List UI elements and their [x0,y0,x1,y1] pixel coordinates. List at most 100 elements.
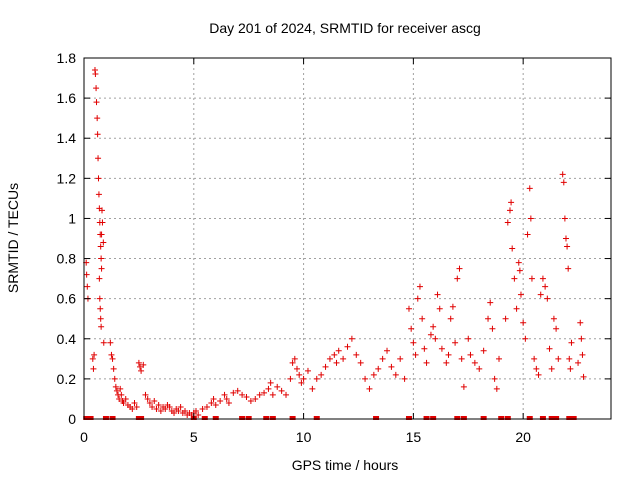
data-point [98,265,105,272]
marks-layer [83,67,587,420]
data-point [526,185,533,192]
data-point [419,315,426,322]
data-point [110,365,117,372]
zero-point [313,416,320,420]
data-point [491,375,498,382]
data-point [210,395,217,402]
x-tick-label: 5 [190,429,198,445]
data-point [99,219,106,226]
data-point [94,131,101,138]
data-point [326,355,333,362]
data-point [542,283,549,290]
data-point [133,403,140,410]
labels-layer: 0 0.2 0.4 0.6 0.8 1 1.2 1.4 1.6 1.8 0 5 10 15 20 [57,50,532,445]
data-point [107,339,114,346]
data-point [533,365,540,372]
data-point [434,291,441,298]
data-point [511,275,518,282]
data-point [416,283,423,290]
data-point [136,363,143,370]
data-point [449,303,456,310]
y-tick-label: 0.6 [57,291,77,307]
data-point [142,391,149,398]
data-point [331,351,338,358]
data-point [149,403,156,410]
data-point [109,355,116,362]
data-point [447,315,454,322]
data-point [353,351,360,358]
zero-point [405,416,412,420]
data-point [175,407,182,414]
data-point [135,359,142,366]
data-point [522,335,529,342]
y-tick-label: 0.8 [57,251,77,267]
data-point [247,397,254,404]
data-point [537,291,544,298]
data-point [535,371,542,378]
data-point [96,275,103,282]
data-point [100,339,107,346]
data-point [129,405,136,412]
data-point [567,365,574,372]
data-point [265,385,272,392]
data-point [445,351,452,358]
data-point [392,371,399,378]
data-point [117,385,124,392]
zero-point [504,416,511,420]
data-point [93,85,100,92]
data-point [208,399,215,406]
data-point [562,235,569,242]
zero-point [102,416,109,420]
data-point [239,391,246,398]
data-point [96,295,103,302]
data-point [485,315,492,322]
data-point [423,359,430,366]
data-point [467,351,474,358]
data-point [140,361,147,368]
data-point [95,155,102,162]
data-point [146,399,153,406]
data-point [120,399,127,406]
data-point [122,395,129,402]
data-point [427,331,434,338]
data-point [388,363,395,370]
data-point [98,323,105,330]
data-point [243,393,250,400]
zero-point [539,416,546,420]
y-axis-label: SRMTID / TECUs [5,183,21,293]
data-point [564,243,571,250]
zero-point [87,416,94,420]
y-tick-label: 0.2 [57,371,77,387]
data-point [344,343,351,350]
data-point [291,355,298,362]
data-point [430,323,437,330]
data-point [508,199,515,206]
y-tick-label: 1.8 [57,50,77,66]
data-point [384,347,391,354]
data-point [524,231,531,238]
data-point [458,355,465,362]
data-point [520,319,527,326]
zero-point [239,416,246,420]
data-point [362,375,369,382]
data-point [340,355,347,362]
y-tick-label: 1.2 [57,170,77,186]
zero-point [430,416,437,420]
data-point [560,179,567,186]
data-point [528,275,535,282]
zero-point [263,416,270,420]
data-point [318,371,325,378]
data-point [111,375,118,382]
data-point [527,215,534,222]
zero-point [373,416,380,420]
data-point [476,365,483,372]
data-point [432,335,439,342]
zero-point [548,416,555,420]
data-point [287,375,294,382]
data-point [408,325,415,332]
data-point [278,387,285,394]
data-point [112,383,119,390]
data-point [98,255,105,262]
zero-point [480,416,487,420]
zero-point [460,416,467,420]
